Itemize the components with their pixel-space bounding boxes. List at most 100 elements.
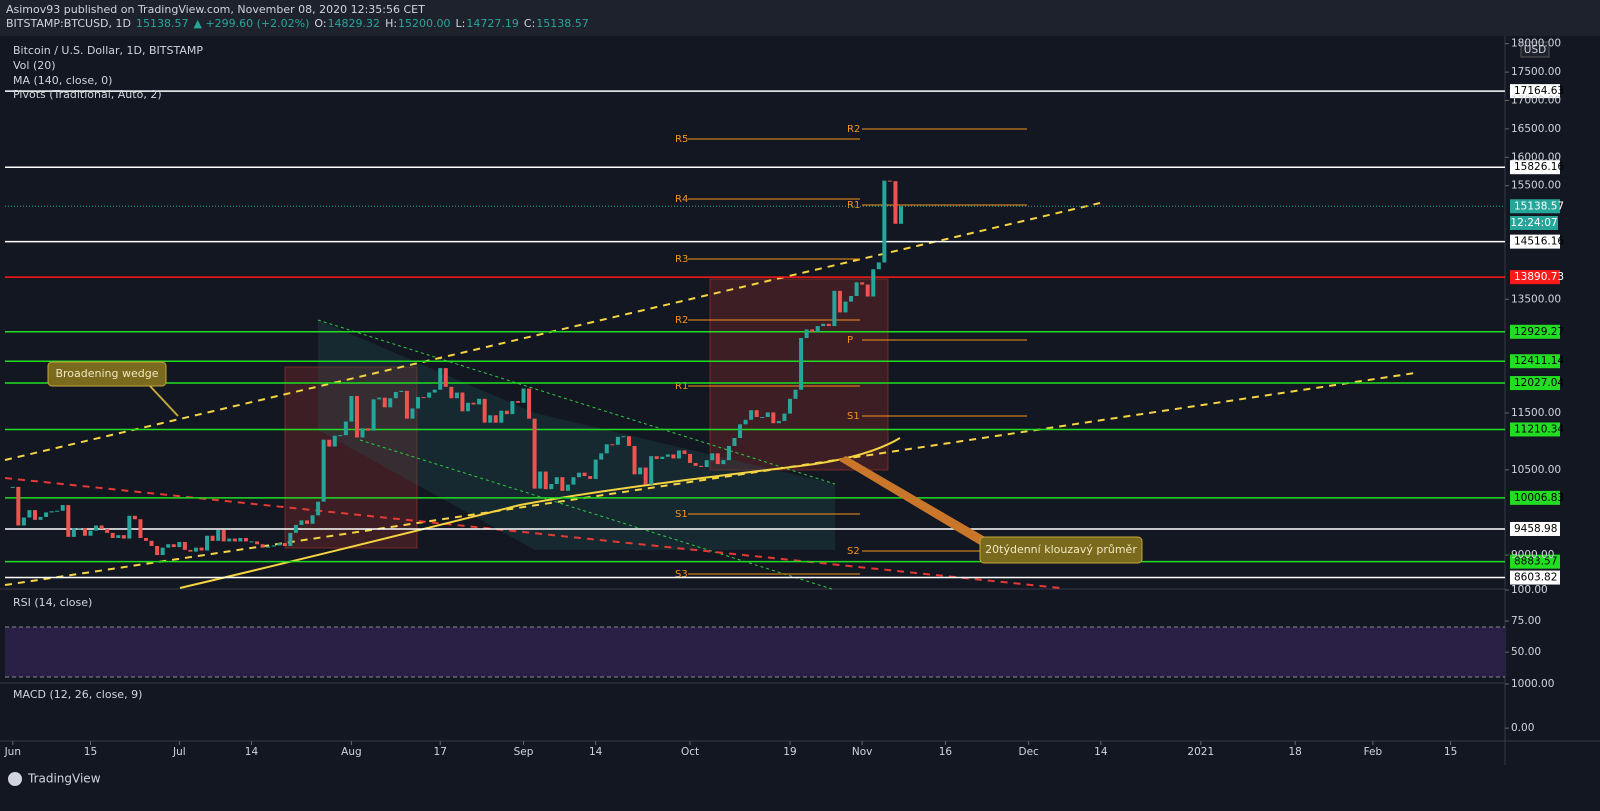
- candle: [71, 528, 76, 537]
- candle: [210, 535, 215, 541]
- wedge-line: [4, 372, 1416, 586]
- header-item: 14829.32: [328, 17, 381, 30]
- y-tick-label: 17000.00: [1511, 95, 1561, 107]
- candle: [221, 530, 226, 542]
- header-item: 14727.19: [466, 17, 519, 30]
- level-tag: [1510, 521, 1560, 536]
- candle: [205, 535, 210, 551]
- channel-line: [317, 319, 836, 485]
- candle: [155, 545, 160, 556]
- x-tick-label: Oct: [681, 746, 699, 758]
- candle: [449, 386, 454, 399]
- candle: [721, 460, 726, 465]
- candle: [427, 392, 432, 398]
- candle: [760, 416, 765, 418]
- x-tick-label: Jul: [172, 746, 186, 758]
- candle: [377, 397, 382, 400]
- candle: [571, 477, 576, 485]
- candle: [499, 410, 504, 423]
- candle: [676, 450, 681, 459]
- candle: [776, 420, 781, 424]
- countdown-tag: [1510, 216, 1558, 230]
- candle: [693, 463, 698, 466]
- candle: [132, 515, 137, 520]
- candle: [599, 453, 604, 460]
- level-label: 17164.63: [1514, 85, 1564, 97]
- candle: [127, 515, 132, 539]
- candle: [854, 282, 859, 296]
- candle: [732, 438, 737, 446]
- candle: [621, 436, 626, 438]
- pivot-label: S3: [675, 569, 688, 580]
- currency: USD: [1524, 44, 1546, 56]
- level-tag: [1510, 324, 1560, 339]
- candle: [610, 444, 615, 446]
- x-tick-label: Aug: [341, 746, 362, 758]
- candle: [593, 459, 598, 479]
- candle: [77, 528, 82, 530]
- candle: [743, 419, 748, 425]
- header-item: 15200.00: [398, 17, 451, 30]
- x-tick-label: Jun: [4, 746, 21, 758]
- level-label: 15138.57: [1514, 200, 1564, 212]
- candle: [738, 424, 743, 438]
- candle: [560, 477, 565, 491]
- candle: [710, 453, 715, 461]
- candle: [193, 547, 198, 552]
- annotation-arrow: [838, 456, 992, 548]
- candle: [138, 519, 143, 538]
- candle: [343, 421, 348, 436]
- annotation-text: Broadening wedge: [55, 367, 158, 380]
- candle: [799, 338, 804, 390]
- candle: [199, 547, 204, 551]
- candle: [416, 397, 421, 409]
- candle: [238, 538, 243, 542]
- y-tick-label: 10500.00: [1511, 464, 1561, 476]
- candle: [765, 412, 770, 417]
- candle: [310, 515, 315, 524]
- candle: [565, 484, 570, 491]
- y-tick-label: 16500.00: [1511, 123, 1561, 135]
- candle: [660, 456, 665, 460]
- rsi-band: [5, 627, 1505, 677]
- level-label: 13890.73: [1514, 271, 1564, 283]
- candle: [882, 180, 887, 263]
- candles: [10, 180, 904, 556]
- legend: Pivots (Traditional, Auto, 2): [13, 88, 162, 101]
- y-tick-label: 11500.00: [1511, 407, 1561, 419]
- candle: [554, 477, 559, 485]
- level-tag: [1510, 570, 1560, 585]
- header-item: ▲ +299.60 (+2.02%): [193, 17, 309, 30]
- level-tag: [1510, 422, 1560, 437]
- candle: [110, 532, 115, 538]
- annotation-arrow: [149, 385, 179, 417]
- candle: [715, 453, 720, 465]
- candle: [182, 541, 187, 550]
- candle: [21, 517, 26, 526]
- pivot-label: R3: [675, 254, 688, 265]
- x-tick-label: 15: [1444, 746, 1457, 758]
- candle: [10, 486, 15, 488]
- candle: [66, 505, 71, 537]
- candle: [682, 450, 687, 454]
- candle: [649, 456, 654, 485]
- candle: [177, 541, 182, 548]
- legend: Bitcoin / U.S. Dollar, 1D, BITSTAMP: [13, 44, 203, 57]
- candle: [88, 530, 93, 536]
- candle: [577, 472, 582, 478]
- level-tag: [1510, 199, 1560, 214]
- y-tick-label: 0.00: [1511, 722, 1534, 734]
- candle: [149, 540, 154, 546]
- x-tick-label: Sep: [514, 746, 534, 758]
- candle: [171, 544, 176, 548]
- legend: RSI (14, close): [13, 596, 92, 609]
- candle: [493, 415, 498, 423]
- header-item: BITSTAMP:BTCUSD, 1D: [6, 17, 131, 30]
- candle: [60, 505, 65, 511]
- candle: [371, 399, 376, 431]
- candle: [515, 401, 520, 403]
- candle: [626, 436, 631, 446]
- candle: [304, 520, 309, 524]
- candle: [144, 538, 149, 541]
